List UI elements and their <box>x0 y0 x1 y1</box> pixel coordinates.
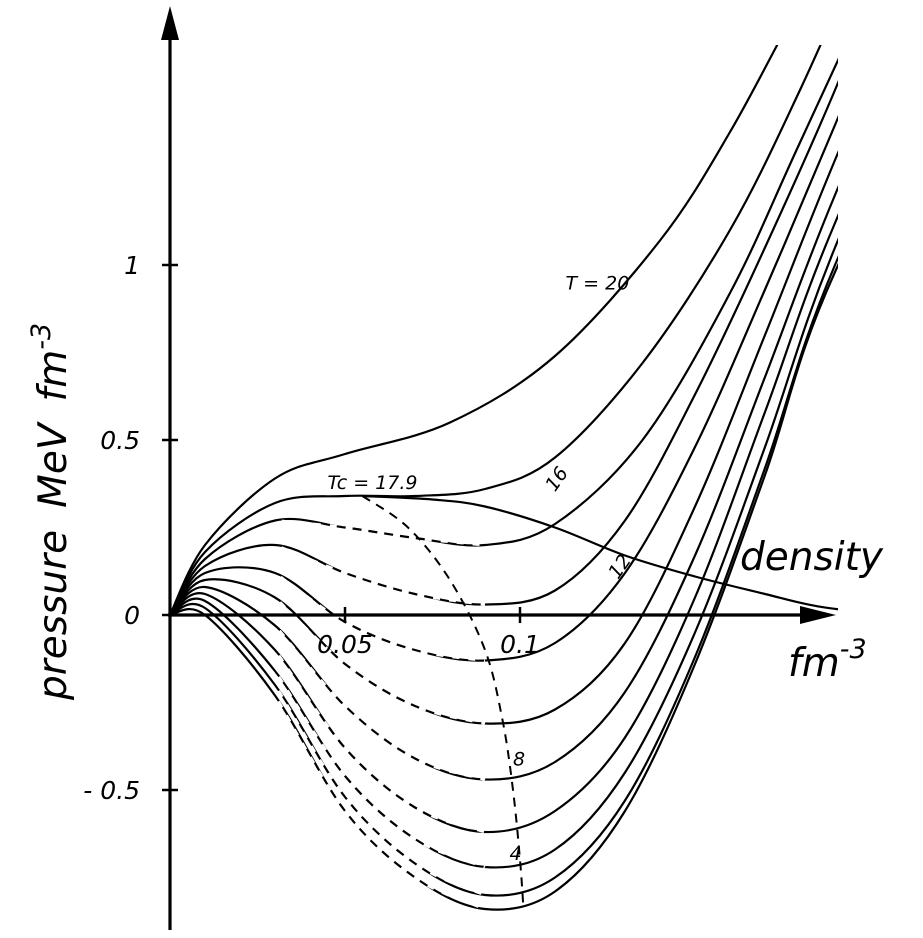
x-axis-arrow <box>800 606 836 624</box>
isotherm-series-3 <box>169 57 838 616</box>
spinodal-curve <box>361 495 525 910</box>
y-tick-label-3: 0 <box>124 601 140 630</box>
curve-label-3: 16 <box>541 463 573 495</box>
curve-label-2: Tc = 17.9 <box>328 472 418 494</box>
isotherm-series-9 <box>169 237 838 869</box>
isotherm-unstable-gap-4 <box>274 543 486 606</box>
isotherm-unstable-gap-10 <box>273 684 486 897</box>
y-axis-label: pressure MeV fm-3 <box>26 323 76 701</box>
isotherm-series-8 <box>169 213 838 834</box>
curve-label-6: 4 <box>510 843 522 865</box>
curve-label-1: T = 20 <box>566 273 630 295</box>
isotherm-unstable-gap-6 <box>273 596 486 725</box>
y-axis-arrow <box>161 6 179 40</box>
x-axis-unit: fm-3 <box>788 634 867 686</box>
y-tick-label-1: 1 <box>124 251 140 280</box>
isotherm-series-10 <box>169 255 838 897</box>
isotherm-series-6 <box>169 149 838 725</box>
curves-layer <box>169 45 838 911</box>
y-tick-label-4: - 0.5 <box>83 776 140 805</box>
curve-label-5: 8 <box>513 749 525 771</box>
isotherm-series-4 <box>169 79 838 616</box>
isotherm-unstable-gap-7 <box>273 624 486 781</box>
x-axis-unit-exponent: -3 <box>840 634 867 665</box>
isotherm-unstable-gap-5 <box>274 571 486 662</box>
isotherm-series-5 <box>169 115 838 662</box>
isotherm-series-7 <box>169 185 838 781</box>
y-axis-unit-mev: MeV <box>31 421 76 508</box>
isotherm-unstable-gap-11 <box>273 694 486 911</box>
y-tick-label-2: 0.5 <box>100 426 140 455</box>
y-axis-title: pressure <box>31 530 76 701</box>
x-axis-label: density <box>740 535 884 580</box>
isotherm-series-11 <box>169 262 838 911</box>
coexistence-curve <box>362 494 838 611</box>
isotherm-unstable-gap-3 <box>274 519 486 547</box>
isotherm-unstable-gap-8 <box>273 649 486 834</box>
isotherm-series-1 <box>169 45 779 616</box>
curve-label-4: 12 <box>604 550 636 582</box>
isotherm-unstable-gap-9 <box>273 670 486 869</box>
y-axis-unit-exponent: -3 <box>26 323 57 350</box>
tick-layer: 0.050.10.2510.50- 0.5 <box>83 251 540 805</box>
y-axis-unit-fm: fm <box>31 350 76 402</box>
x-axis-unit-fm: fm <box>788 641 840 686</box>
axes <box>161 6 836 930</box>
x-tick-label-1: 0.05 <box>317 630 373 659</box>
x-tick-label-2: 0.1 <box>500 630 540 659</box>
isotherm-series-2 <box>169 45 822 616</box>
